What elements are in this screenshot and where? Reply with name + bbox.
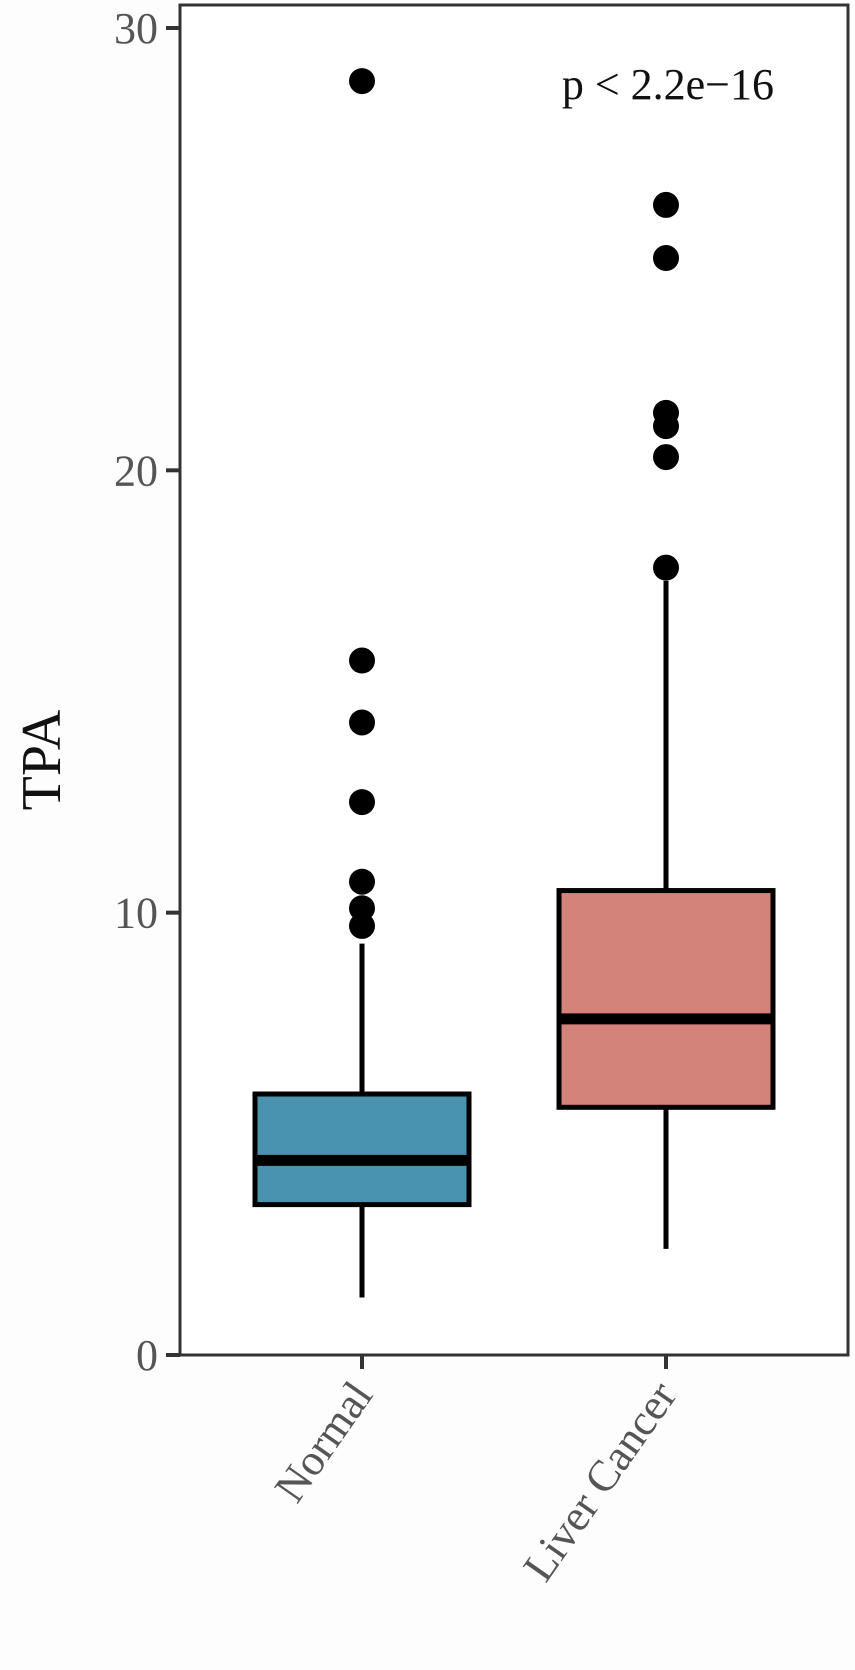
boxes-layer [252,68,776,1298]
y-axis-title: TPA [11,709,73,810]
y-tick-label: 0 [136,1331,158,1380]
outlier-point [349,709,375,736]
outlier-point [653,191,679,218]
box [252,1091,472,1208]
outlier-point [349,895,375,922]
x-axis: Normal Liver Cancer [265,1355,686,1590]
outlier-point [653,399,679,426]
y-tick-label: 10 [114,889,158,938]
x-tick-label: Liver Cancer [514,1372,687,1590]
y-axis: 0 10 20 30 [114,4,180,1380]
outlier-point [349,647,375,674]
box-group [252,68,472,1298]
outlier-point [653,444,679,471]
y-tick-label: 20 [114,446,158,495]
p-value-annotation: p < 2.2e−16 [562,60,774,109]
box-group [556,191,776,1249]
outlier-point [653,554,679,581]
y-tick-label: 30 [114,4,158,53]
outlier-point [653,245,679,272]
box [556,888,776,1110]
outlier-point [349,68,375,95]
outlier-point [349,868,375,895]
x-tick-label: Normal [265,1373,382,1511]
outlier-point [349,789,375,816]
